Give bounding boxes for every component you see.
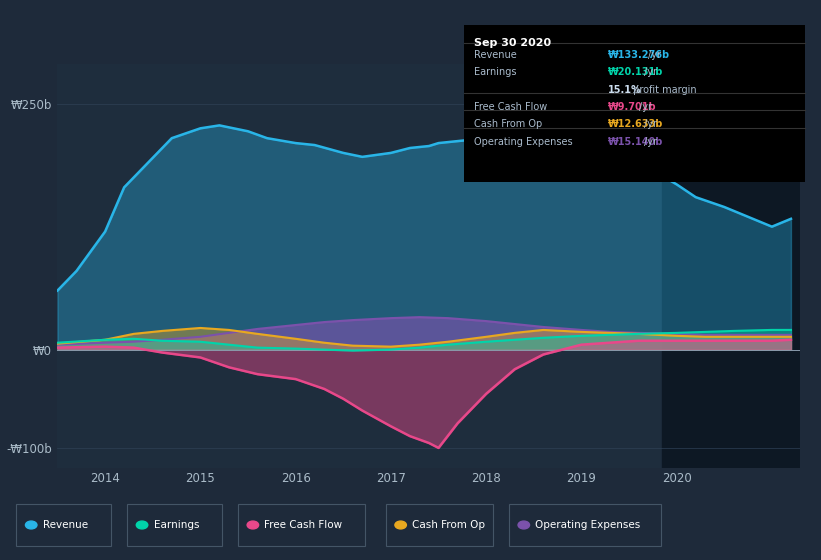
Bar [663, 64, 800, 468]
Text: /yr: /yr [644, 67, 657, 77]
Text: Earnings: Earnings [474, 67, 516, 77]
Text: Cash From Op: Cash From Op [412, 520, 485, 530]
Text: Cash From Op: Cash From Op [474, 119, 542, 129]
Text: /yr: /yr [639, 102, 652, 112]
Text: /yr: /yr [644, 119, 657, 129]
Text: Operating Expenses: Operating Expenses [474, 137, 572, 147]
Text: Operating Expenses: Operating Expenses [535, 520, 640, 530]
Text: ₩20.131b: ₩20.131b [608, 67, 663, 77]
Text: ₩12.633b: ₩12.633b [608, 119, 663, 129]
Text: Revenue: Revenue [474, 50, 516, 60]
Text: profit margin: profit margin [631, 85, 697, 95]
Text: ₩15.140b: ₩15.140b [608, 137, 663, 147]
Text: /yr: /yr [644, 137, 657, 147]
Text: ₩133.276b: ₩133.276b [608, 50, 670, 60]
Text: ₩9.701b: ₩9.701b [608, 102, 656, 112]
Text: Earnings: Earnings [154, 520, 199, 530]
Text: Revenue: Revenue [43, 520, 88, 530]
Text: Free Cash Flow: Free Cash Flow [474, 102, 547, 112]
Text: 15.1%: 15.1% [608, 85, 641, 95]
Text: Sep 30 2020: Sep 30 2020 [474, 38, 551, 48]
Text: /yr: /yr [649, 50, 661, 60]
Text: Free Cash Flow: Free Cash Flow [264, 520, 342, 530]
